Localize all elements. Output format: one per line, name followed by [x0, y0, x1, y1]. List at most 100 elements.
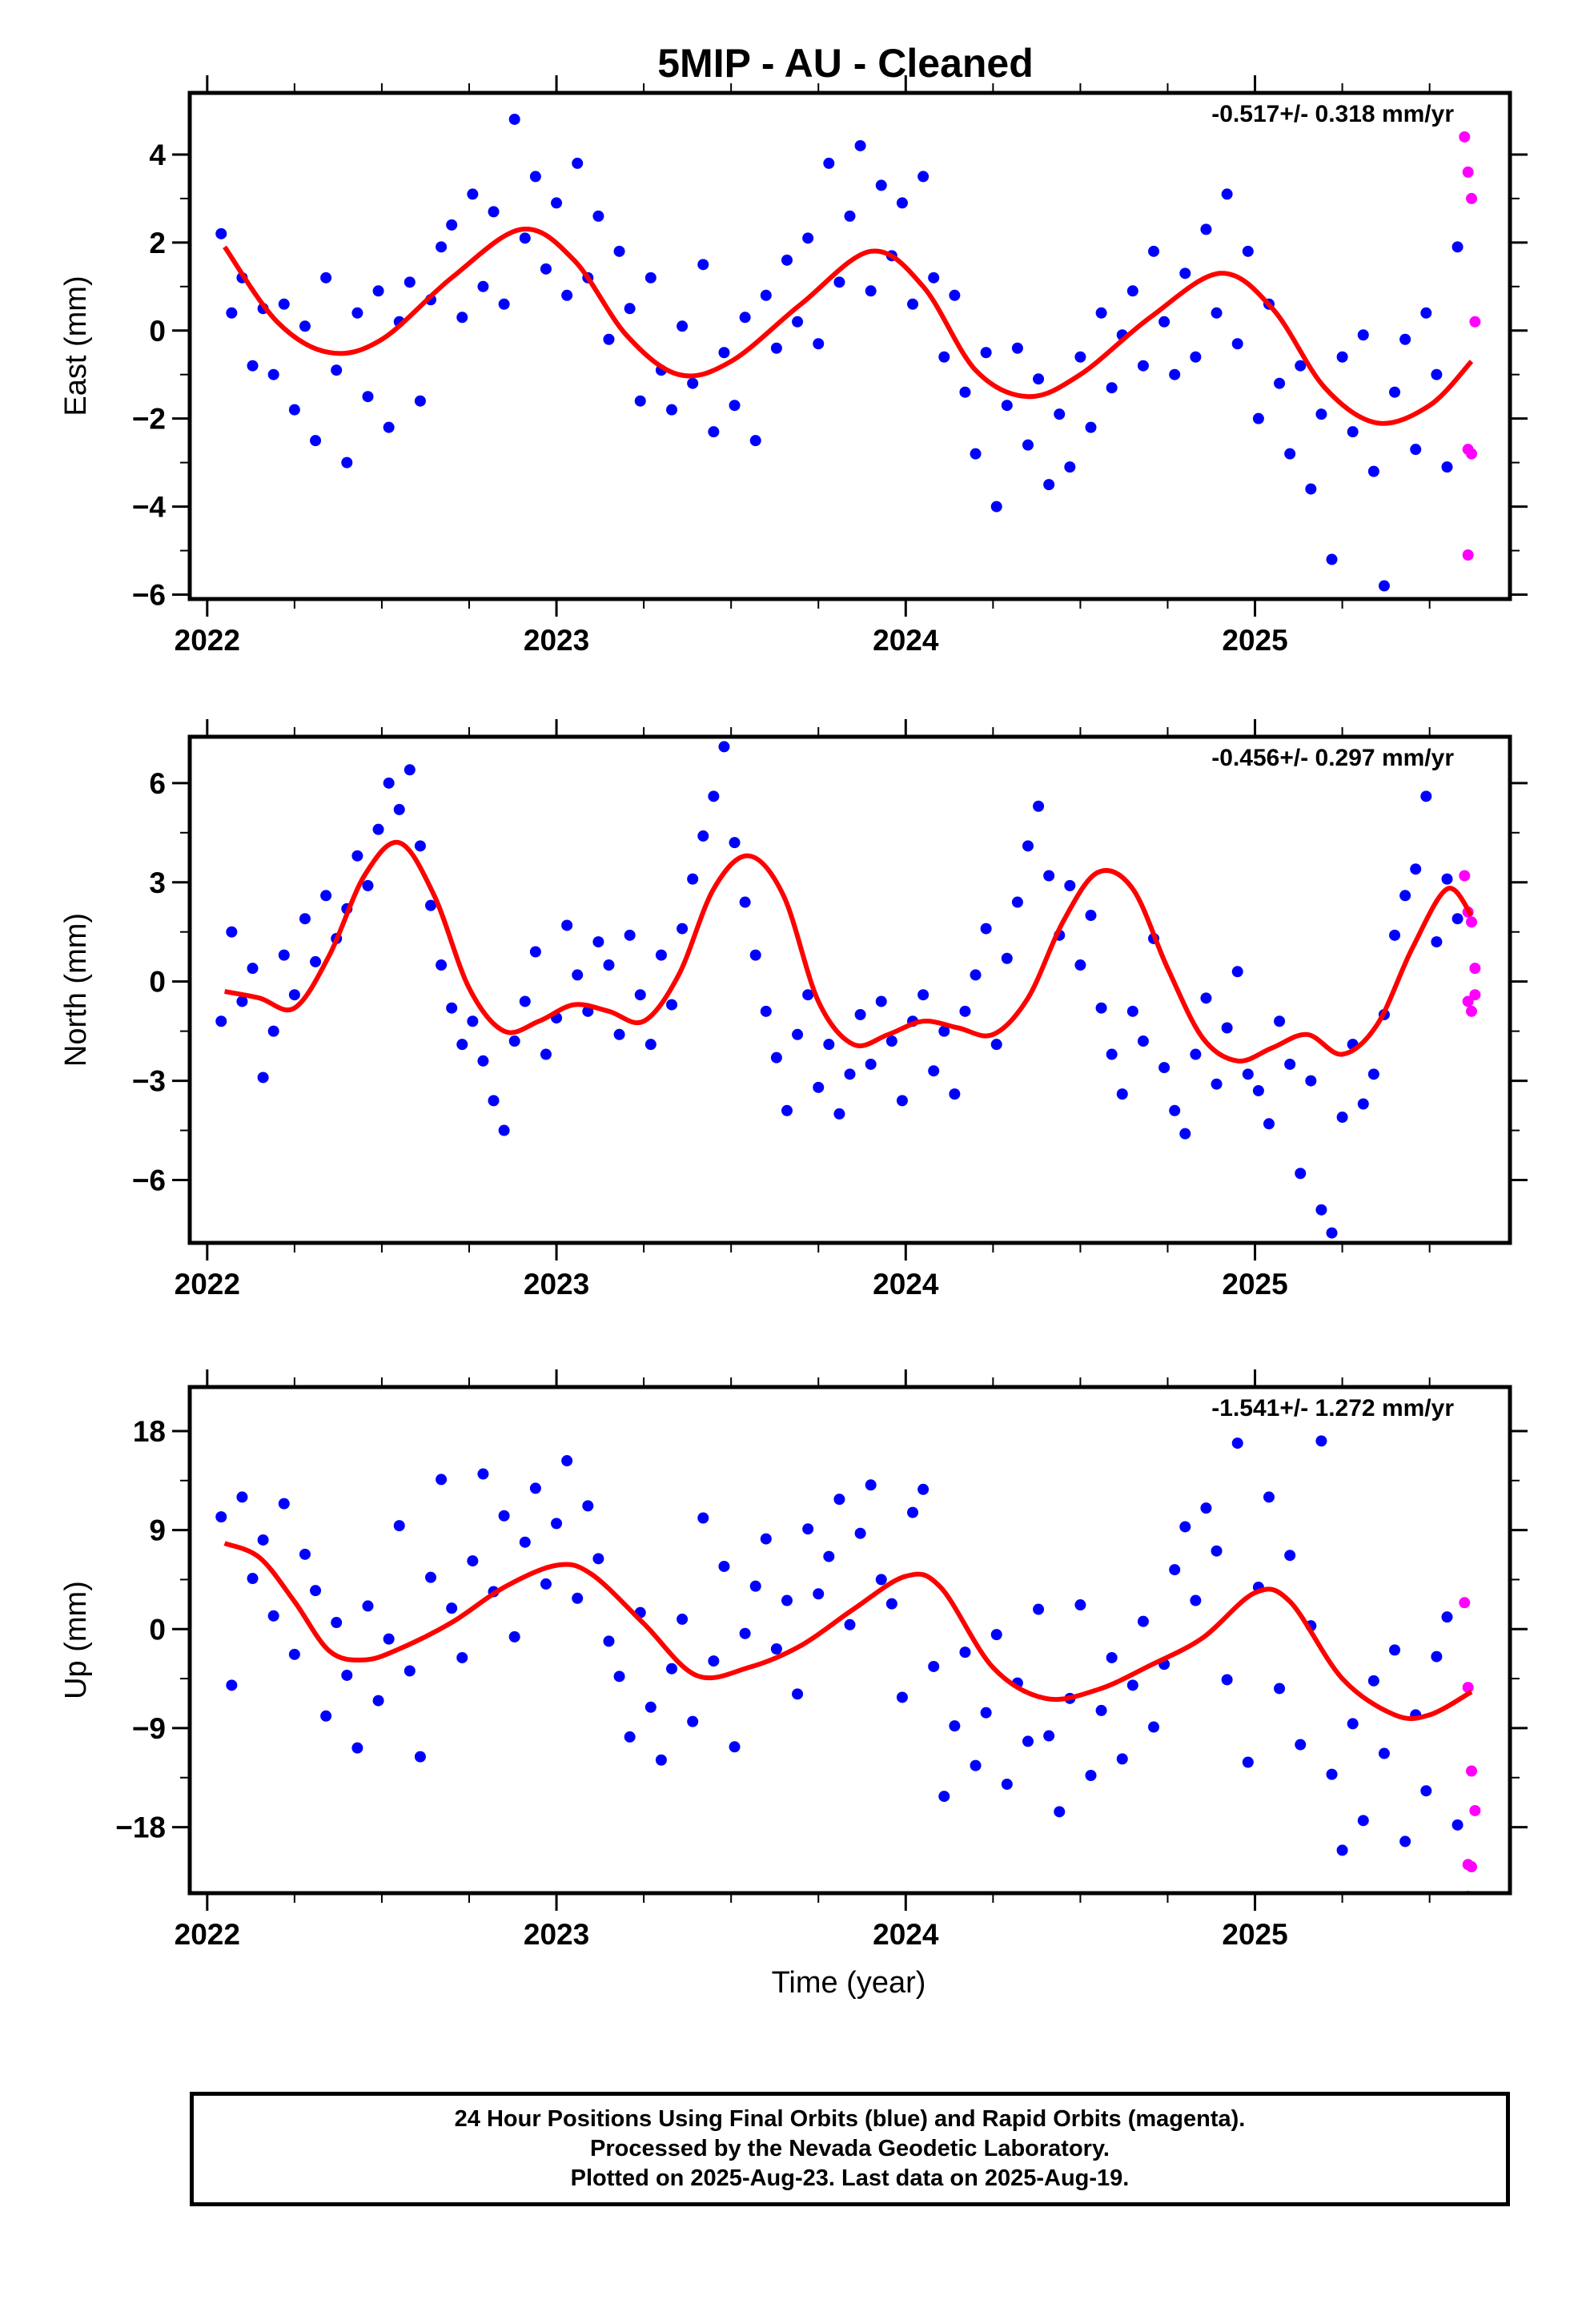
- up-final-point: [1399, 1835, 1411, 1848]
- up-final-point: [854, 1527, 866, 1539]
- up-data-layer: [215, 1435, 1481, 1893]
- east-final-point: [1399, 333, 1411, 345]
- east-final-point: [1190, 351, 1202, 363]
- east-final-point: [1252, 412, 1264, 424]
- footer-line-1: 24 Hour Positions Using Final Orbits (bl…: [454, 2106, 1246, 2132]
- up-final-point: [1367, 1675, 1379, 1687]
- up-final-point: [1095, 1704, 1107, 1716]
- north-final-point: [613, 1028, 625, 1040]
- north-final-point: [393, 803, 405, 815]
- north-final-point: [1221, 1022, 1233, 1034]
- east-final-point: [1420, 307, 1432, 319]
- east-final-point: [1315, 408, 1327, 420]
- east-final-point: [1389, 386, 1401, 398]
- north-final-point: [729, 837, 741, 849]
- up-final-point: [498, 1510, 510, 1522]
- up-final-point: [760, 1533, 772, 1545]
- up-final-point: [875, 1574, 887, 1586]
- north-y-axis-label: North (mm): [59, 913, 93, 1067]
- east-final-point: [1211, 307, 1223, 319]
- east-final-point: [1221, 188, 1233, 200]
- east-final-point: [1274, 377, 1286, 389]
- up-final-point: [561, 1455, 573, 1467]
- up-final-point: [959, 1647, 971, 1659]
- north-final-point: [1116, 1088, 1128, 1100]
- north-final-point: [813, 1081, 825, 1093]
- north-final-point: [299, 913, 311, 925]
- east-x-tick-label: 2024: [873, 624, 939, 657]
- north-final-point: [236, 995, 248, 1007]
- north-final-point: [970, 969, 982, 981]
- up-final-point: [1074, 1599, 1086, 1611]
- east-final-point: [928, 271, 940, 283]
- east-final-point: [770, 342, 782, 354]
- footer-line-3: Plotted on 2025-Aug-23. Last data on 202…: [570, 2165, 1130, 2191]
- north-final-point: [854, 1008, 866, 1020]
- east-y-tick-label: 2: [149, 227, 166, 259]
- up-y-tick-label: 0: [149, 1613, 166, 1646]
- east-final-point: [603, 333, 615, 345]
- up-final-point: [833, 1494, 845, 1506]
- up-final-point: [1420, 1785, 1432, 1797]
- up-final-point: [572, 1592, 584, 1604]
- north-final-point: [436, 959, 448, 971]
- east-final-point: [687, 377, 699, 389]
- north-final-point: [467, 1015, 479, 1027]
- footer-info-box: 24 Hour Positions Using Final Orbits (bl…: [190, 2092, 1510, 2206]
- up-y-tick-label: −18: [115, 1811, 166, 1844]
- east-y-tick-label: −4: [132, 491, 167, 524]
- up-final-point: [267, 1610, 279, 1622]
- east-final-point: [477, 280, 489, 292]
- east-final-point: [1305, 483, 1317, 495]
- north-final-point: [278, 949, 290, 961]
- up-final-point: [1326, 1768, 1338, 1780]
- north-final-point: [980, 923, 992, 935]
- east-final-point: [226, 307, 238, 319]
- east-final-point: [1357, 329, 1369, 341]
- east-final-point: [813, 338, 825, 350]
- up-final-point: [1441, 1611, 1453, 1623]
- up-final-point: [226, 1679, 238, 1691]
- east-final-point: [508, 113, 520, 125]
- up-final-point: [1284, 1550, 1296, 1562]
- up-final-point: [865, 1479, 877, 1491]
- east-final-point: [1158, 316, 1170, 328]
- east-final-point: [1074, 351, 1086, 363]
- up-final-point: [1085, 1769, 1097, 1781]
- east-final-point: [436, 241, 448, 253]
- up-final-point: [467, 1555, 479, 1567]
- east-final-point: [729, 400, 741, 412]
- east-final-point: [1033, 373, 1045, 385]
- up-final-point: [551, 1518, 563, 1530]
- north-final-point: [823, 1039, 835, 1051]
- north-final-point: [875, 995, 887, 1007]
- north-final-point: [1452, 913, 1464, 925]
- up-final-point: [708, 1655, 720, 1667]
- north-final-point: [372, 823, 384, 835]
- east-x-tick-label: 2023: [524, 624, 589, 657]
- east-final-point: [383, 421, 395, 433]
- up-final-point: [1179, 1521, 1191, 1533]
- north-y-tick-label: 6: [149, 767, 166, 800]
- up-final-point: [1054, 1806, 1066, 1818]
- east-model-curve: [223, 226, 1474, 426]
- east-final-point: [1326, 553, 1338, 565]
- east-final-point: [1336, 351, 1348, 363]
- north-final-point: [404, 764, 416, 776]
- north-final-point: [865, 1058, 877, 1070]
- east-final-point: [467, 188, 479, 200]
- east-final-point: [990, 501, 1002, 513]
- east-rapid-point: [1466, 192, 1478, 204]
- north-final-point: [1389, 929, 1401, 941]
- up-final-point: [1148, 1721, 1160, 1733]
- up-final-point: [823, 1550, 835, 1562]
- north-final-point: [1043, 870, 1055, 882]
- north-final-point: [1095, 1002, 1107, 1014]
- north-final-point: [362, 879, 374, 891]
- up-y-tick-label: 18: [133, 1415, 166, 1448]
- up-final-point: [1378, 1747, 1390, 1759]
- north-final-point: [1367, 1068, 1379, 1080]
- up-x-tick-label: 2022: [175, 1918, 240, 1951]
- up-final-point: [792, 1688, 804, 1700]
- east-final-point: [1410, 444, 1422, 456]
